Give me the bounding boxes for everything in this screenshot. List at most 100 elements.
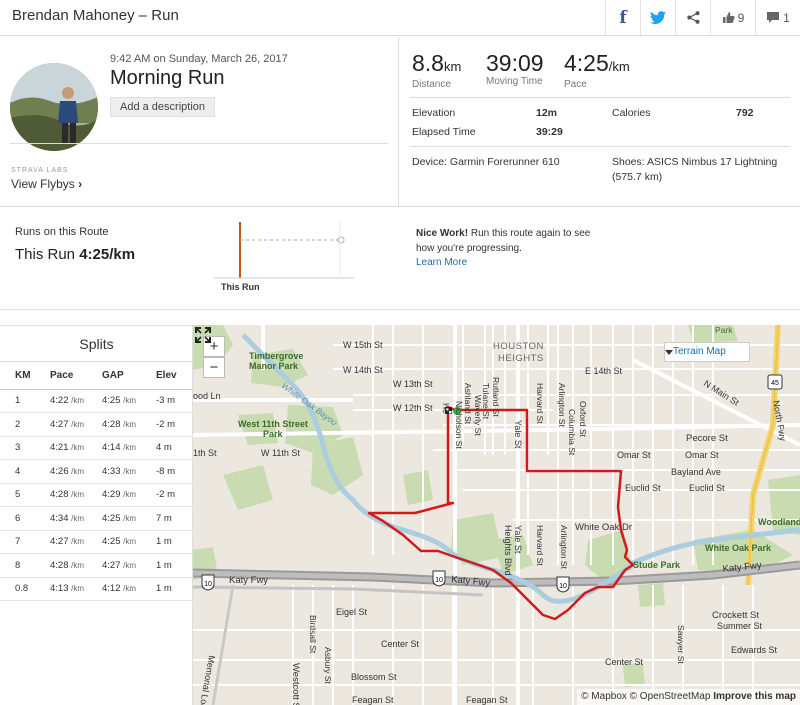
split-gap: 4:29 /km [102, 483, 154, 507]
route-map[interactable]: 10 10 10 45 Park W 15th St HOUSTON HEIGH… [193, 325, 800, 705]
calories-label: Calories [612, 107, 651, 119]
split-elev-value: -2 m [156, 418, 175, 430]
learn-more-link[interactable]: Learn More [416, 257, 468, 268]
split-gap: 4:25 /km [102, 506, 154, 531]
splits-panel: Splits KM Pace GAP Elev 1 4:22 /km 4:25 /k… [0, 325, 193, 705]
divider [10, 143, 388, 144]
route-progress-graph [214, 222, 354, 279]
page-title: Brendan Mahoney – Run [12, 7, 179, 24]
divider [410, 97, 790, 98]
memorial-loop-road [211, 584, 235, 705]
comment-button[interactable]: 1 [755, 0, 800, 35]
col-elev: Elev [154, 362, 193, 390]
col-pace: Pace [50, 362, 102, 390]
twitter-share-button[interactable] [640, 0, 675, 35]
chevron-right-icon: › [78, 177, 83, 191]
split-km-value: 5 [15, 489, 21, 501]
map-label-i10a: 10 [204, 581, 212, 588]
map-type-label: Terrain Map [673, 346, 726, 357]
split-km-value: 4 [15, 465, 21, 477]
split-pace-unit: /km [71, 419, 85, 429]
map-label-feagan-w: Feagan St [352, 695, 394, 705]
map-label-pecore: Pecore St [686, 433, 728, 444]
split-pace-unit: /km [71, 490, 85, 500]
split-gap: 4:25 /km [102, 530, 154, 554]
map-label-manor-park: Manor Park [249, 361, 299, 371]
shoes-distance: (575.7 km) [612, 171, 663, 183]
map-label-katy-w: Katy Fwy [229, 575, 268, 586]
map-label-ood-ln: ood Ln [193, 391, 221, 401]
map-label-omar-w: Omar St [617, 450, 651, 460]
map-label-bayland: Bayland Ave [671, 467, 721, 477]
i10-shield: 10 [556, 576, 570, 593]
nice-work-text: Run this route again to see how you're p… [416, 228, 591, 254]
share-button[interactable] [675, 0, 710, 35]
split-km: 7 [0, 530, 50, 554]
distance-unit: km [443, 59, 462, 74]
split-elev-value: 1 m [156, 583, 172, 595]
header-actions: f 9 1 [605, 0, 800, 35]
split-gap: 4:28 /km [102, 412, 154, 437]
split-gap-unit: /km [123, 419, 137, 429]
split-elev: -2 m [154, 412, 193, 437]
avatar[interactable] [10, 63, 98, 151]
facebook-share-button[interactable]: f [605, 0, 640, 35]
split-elev-value: 1 m [156, 559, 172, 571]
map-label-white-oak-park: White Oak Park [705, 543, 772, 553]
map-label-euclid-e: Euclid St [689, 483, 725, 493]
improve-map-link[interactable]: Improve this map [713, 691, 796, 702]
fullscreen-icon[interactable] [193, 325, 213, 345]
attribution-text[interactable]: © Mapbox © OpenStreetMap [581, 691, 711, 702]
split-gap-value: 4:25 [102, 536, 121, 548]
split-elev: 4 m [154, 436, 193, 460]
zoom-out-button[interactable]: − [203, 357, 225, 378]
table-row: 4 4:26 /km 4:33 /km -8 m [0, 459, 193, 484]
map-type-select[interactable]: Terrain Map [664, 342, 750, 362]
map-label-heights-bot: Heights Blvd [503, 525, 513, 576]
thumbs-up-icon [722, 12, 735, 23]
katy-fwy-inner [193, 562, 800, 586]
split-gap-unit: /km [123, 584, 137, 594]
split-km-value: 1 [15, 395, 21, 407]
kudos-button[interactable]: 9 [710, 0, 755, 35]
map-label-w11park-park: Park [263, 429, 284, 439]
activity-title: Morning Run [110, 67, 225, 89]
split-pace: 4:22 /km [50, 389, 102, 413]
finish-checker [446, 408, 449, 411]
map-label-center-e: Center St [605, 657, 644, 667]
map-label-sawyer: Sawyer St [676, 625, 686, 664]
strava-labs-label: STRAVA LABS [11, 167, 69, 174]
map-canvas[interactable]: 10 10 10 45 Park W 15th St HOUSTON HEIGH… [193, 325, 800, 705]
split-elev-value: -2 m [156, 489, 175, 501]
map-label-columbia: Columbia St [567, 409, 577, 456]
map-label-summer: Summer St [717, 621, 763, 631]
split-gap-unit: /km [123, 396, 137, 406]
map-label-euclid-w: Euclid St [625, 483, 661, 493]
i10-shield: 10 [201, 574, 215, 591]
device-info: Device: Garmin Forerunner 610 [412, 156, 560, 168]
split-pace: 4:21 /km [50, 436, 102, 460]
split-pace-unit: /km [71, 443, 85, 453]
col-gap: GAP [102, 362, 154, 390]
map-label-w13: W 13th St [393, 379, 433, 389]
add-description-button[interactable]: Add a description [110, 97, 215, 117]
split-pace-unit: /km [71, 513, 85, 523]
route-start-marker[interactable] [453, 407, 461, 415]
pace-unit: /km [608, 59, 630, 74]
distance-value: 8.8 [412, 50, 444, 76]
map-label-w14: W 14th St [343, 365, 383, 375]
split-pace: 4:26 /km [50, 459, 102, 484]
map-label-i10c: 10 [559, 583, 567, 590]
split-elev: 1 m [154, 530, 193, 554]
caret-down-icon [665, 350, 673, 355]
moving-time-stat: 39:09 Moving Time [486, 50, 544, 87]
split-pace-value: 4:26 [50, 465, 69, 477]
view-flybys-link[interactable]: View Flybys › [11, 177, 82, 191]
map-label-timbergrove: Timbergrove [249, 351, 303, 361]
table-row: 5 4:28 /km 4:29 /km -2 m [0, 483, 193, 507]
split-pace-unit: /km [71, 537, 85, 547]
map-label-harvard-bot: Harvard St [535, 525, 545, 566]
split-pace-value: 4:28 [50, 559, 69, 571]
split-pace-unit: /km [71, 396, 85, 406]
